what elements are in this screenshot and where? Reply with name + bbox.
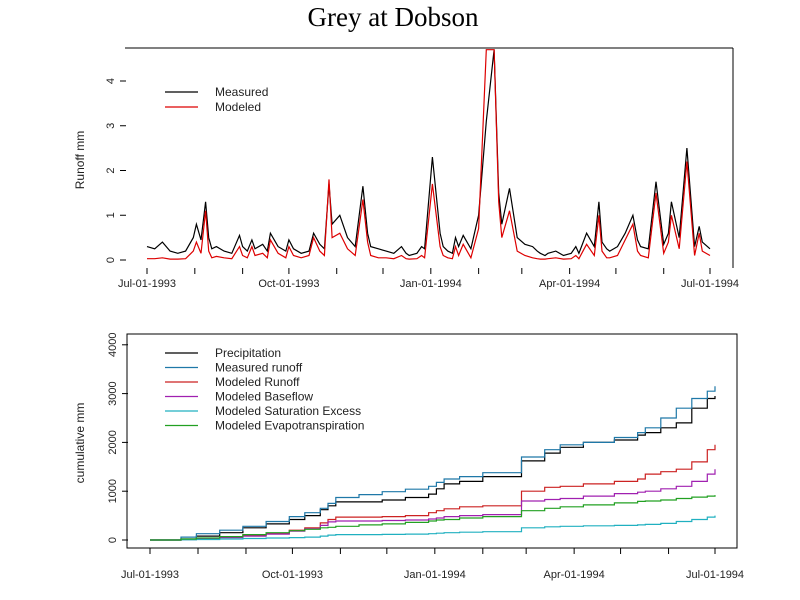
y-axis-title: Runoff mm: [73, 131, 87, 189]
series-group: [146, 49, 711, 260]
legend-label: Modeled: [215, 100, 261, 114]
x-tick-label: Apr-01-1994: [544, 569, 605, 581]
chart-title: Grey at Dobson: [307, 2, 479, 32]
legend-label: Measured runoff: [215, 361, 303, 375]
series-line-measured-runoff: [150, 386, 716, 541]
runoff-plot: 0 1 2 3 4 Jul-01-1993 Oct-01-1993 Jan-01-1994 A…: [73, 47, 739, 290]
y-tick-label: 4: [105, 78, 117, 84]
x-axis: Jul-01-1993 Oct-01-1993 Jan-01-1994 Apr-01-…: [118, 268, 739, 290]
x-tick-label: Oct-01-1993: [258, 278, 319, 290]
y-tick-label: 4000: [107, 333, 119, 357]
x-tick-label: Jul-01-1993: [118, 278, 176, 290]
y-axis: 0 1000 2000 3000 4000: [107, 333, 128, 543]
series-line-measured: [146, 49, 711, 257]
cumulative-plot: 0 1000 2000 3000 4000 Jul-01-1993 Oct-01-1993…: [73, 333, 744, 581]
x-tick-label: Oct-01-1993: [262, 569, 323, 581]
legend-label: Precipitation: [215, 346, 281, 360]
y-tick-label: 0: [107, 537, 119, 543]
y-tick-label: 3: [105, 123, 117, 129]
y-tick-label: 1: [105, 212, 117, 218]
x-tick-label: Jul-01-1994: [681, 278, 739, 290]
series-line-modeled: [147, 49, 711, 260]
series-group: [150, 386, 716, 541]
legend-label: Modeled Baseflow: [215, 390, 313, 404]
y-axis: 0 1 2 3 4: [105, 78, 126, 263]
series-line-modeled-evapotranspiration: [150, 495, 716, 541]
x-tick-label: Jul-01-1994: [686, 569, 744, 581]
x-tick-label: Jan-01-1994: [400, 278, 462, 290]
legend-label: Modeled Runoff: [215, 375, 300, 389]
x-tick-label: Jan-01-1994: [404, 569, 466, 581]
y-tick-label: 3000: [107, 381, 119, 405]
y-tick-label: 2000: [107, 430, 119, 454]
x-axis: Jul-01-1993 Oct-01-1993 Jan-01-1994 Apr-01-…: [121, 548, 744, 581]
y-axis-title: cumulative mm: [73, 403, 87, 484]
legend-label: Measured: [215, 85, 268, 99]
plot-box: [126, 333, 738, 549]
y-tick-label: 1000: [107, 479, 119, 503]
y-tick-label: 0: [105, 257, 117, 263]
x-tick-label: Jul-01-1993: [121, 569, 179, 581]
series-line-modeled-baseflow: [150, 469, 716, 541]
legend-label: Modeled Saturation Excess: [215, 404, 361, 418]
series-line-modeled-saturation-excess: [150, 515, 716, 541]
legend-label: Modeled Evapotranspiration: [215, 419, 364, 433]
y-tick-label: 2: [105, 167, 117, 173]
x-tick-label: Apr-01-1994: [539, 278, 600, 290]
